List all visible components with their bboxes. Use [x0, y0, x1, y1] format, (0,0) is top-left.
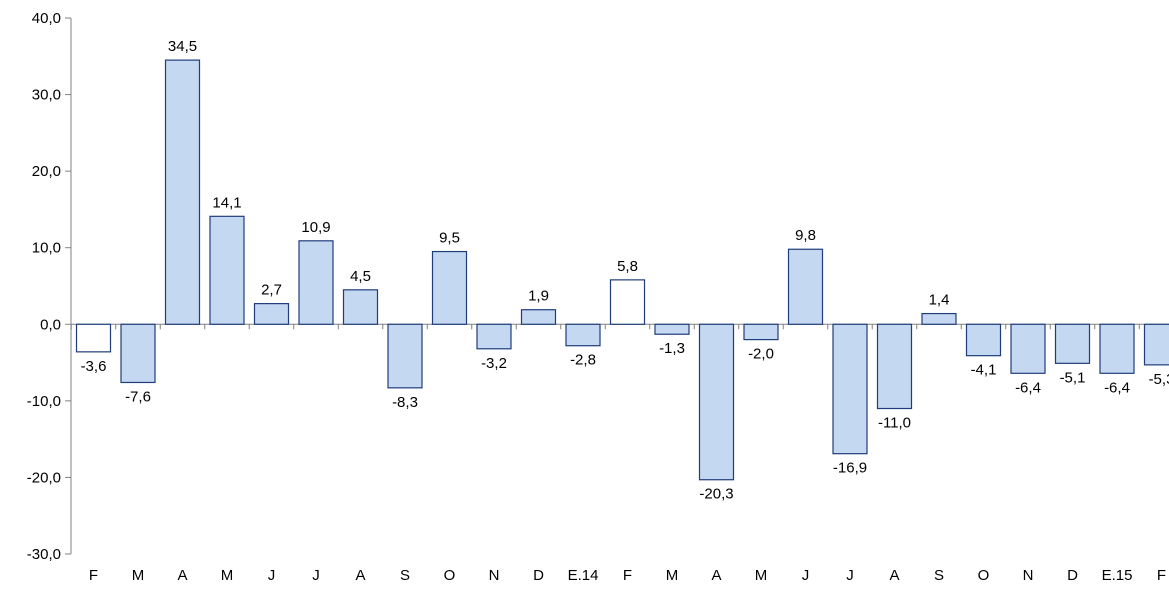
- y-tick-label: 40,0: [32, 10, 61, 27]
- x-tick-label: F: [1157, 567, 1166, 584]
- bar: [77, 324, 111, 352]
- x-tick-label: E.15: [1102, 567, 1133, 584]
- data-label: -6,4: [1104, 379, 1130, 396]
- bar: [433, 252, 467, 325]
- bar: [789, 249, 823, 324]
- data-label: 1,9: [528, 288, 549, 305]
- data-label: -5,1: [1060, 369, 1086, 386]
- bar: [1011, 324, 1045, 373]
- bar: [1145, 324, 1169, 365]
- data-label: -6,4: [1015, 379, 1041, 396]
- x-tick-label: M: [666, 567, 679, 584]
- data-label: -16,9: [833, 460, 867, 477]
- bar: [1100, 324, 1134, 373]
- x-tick-label: N: [1023, 567, 1034, 584]
- data-label: -11,0: [878, 415, 911, 432]
- x-tick-label: J: [312, 567, 320, 584]
- x-tick-label: M: [132, 567, 145, 584]
- data-label: 9,8: [795, 227, 816, 244]
- y-tick-label: 20,0: [32, 163, 61, 180]
- bar: [833, 324, 867, 453]
- y-tick-label: 10,0: [32, 240, 61, 257]
- x-tick-label: A: [177, 567, 187, 584]
- x-tick-label: D: [533, 567, 544, 584]
- bar: [1056, 324, 1090, 363]
- data-label: -5,3: [1149, 371, 1169, 388]
- data-label: -3,6: [81, 358, 107, 375]
- y-tick-label: -20,0: [27, 469, 61, 486]
- y-tick-label: 30,0: [32, 87, 61, 104]
- data-label: 2,7: [261, 282, 282, 299]
- bar: [344, 290, 378, 324]
- bar: [166, 60, 200, 324]
- x-tick-label: A: [355, 567, 365, 584]
- data-label: 4,5: [350, 268, 371, 285]
- data-label: 5,8: [617, 258, 638, 275]
- bar: [967, 324, 1001, 355]
- bar: [744, 324, 778, 339]
- data-label: 10,9: [301, 219, 330, 236]
- data-label: -20,3: [699, 486, 733, 503]
- bar: [611, 280, 645, 324]
- bar: [477, 324, 511, 349]
- y-tick-label: -30,0: [27, 546, 61, 563]
- x-tick-label: M: [755, 567, 768, 584]
- x-tick-label: S: [400, 567, 410, 584]
- bar: [299, 241, 333, 324]
- x-tick-label: A: [711, 567, 721, 584]
- x-tick-label: J: [268, 567, 276, 584]
- data-label: 34,5: [168, 38, 197, 55]
- bar: [922, 314, 956, 325]
- data-label: 1,4: [929, 292, 950, 309]
- data-label: -2,8: [570, 352, 596, 369]
- bar: [522, 310, 556, 325]
- x-tick-label: O: [978, 567, 990, 584]
- x-tick-label: F: [89, 567, 98, 584]
- data-label: -2,0: [748, 346, 774, 363]
- x-tick-label: A: [889, 567, 899, 584]
- x-tick-label: F: [623, 567, 632, 584]
- x-tick-label: E.14: [568, 567, 599, 584]
- bar: [878, 324, 912, 408]
- bar: [210, 216, 244, 324]
- data-label: -7,6: [125, 388, 151, 405]
- bar: [255, 304, 289, 325]
- data-label: -1,3: [659, 340, 685, 357]
- x-tick-label: N: [489, 567, 500, 584]
- data-label: -8,3: [392, 394, 418, 411]
- x-tick-label: J: [846, 567, 854, 584]
- x-tick-label: O: [444, 567, 456, 584]
- bar: [388, 324, 422, 388]
- data-label: 9,5: [439, 230, 460, 247]
- x-tick-label: S: [934, 567, 944, 584]
- y-tick-label: -10,0: [27, 393, 61, 410]
- x-tick-label: D: [1067, 567, 1078, 584]
- bar: [700, 324, 734, 479]
- y-tick-label: 0,0: [40, 316, 61, 333]
- x-tick-label: J: [802, 567, 810, 584]
- bar: [655, 324, 689, 334]
- data-label: 14,1: [212, 194, 241, 211]
- bar: [121, 324, 155, 382]
- x-tick-label: M: [221, 567, 234, 584]
- data-label: -3,2: [481, 355, 507, 372]
- bar: [566, 324, 600, 345]
- data-label: -4,1: [971, 362, 997, 379]
